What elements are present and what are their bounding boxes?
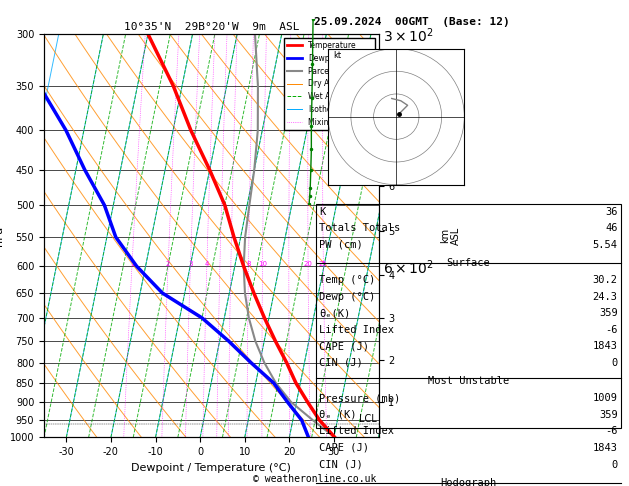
Text: CAPE (J): CAPE (J) [319,443,369,453]
X-axis label: Dewpoint / Temperature (°C): Dewpoint / Temperature (°C) [131,463,291,473]
Text: Totals Totals: Totals Totals [319,223,400,233]
Text: 1843: 1843 [593,341,618,351]
Text: Pressure (mb): Pressure (mb) [319,393,400,403]
Text: 46: 46 [605,223,618,233]
Text: 30.2: 30.2 [593,275,618,285]
Text: 25.09.2024  00GMT  (Base: 12): 25.09.2024 00GMT (Base: 12) [314,17,510,27]
Text: 359: 359 [599,410,618,420]
Text: 20: 20 [304,261,313,267]
Text: 0: 0 [611,460,618,469]
Text: PW (cm): PW (cm) [319,240,363,250]
Text: -6: -6 [605,325,618,335]
Text: Surface: Surface [447,258,490,268]
Text: 1: 1 [130,261,135,267]
Text: 4: 4 [204,261,209,267]
Text: θₑ(K): θₑ(K) [319,308,350,318]
Y-axis label: km
ASL: km ASL [440,226,461,245]
Text: CIN (J): CIN (J) [319,358,363,368]
Text: 1009: 1009 [593,393,618,403]
Text: Hodograph: Hodograph [440,478,496,486]
Text: 10: 10 [258,261,267,267]
Text: CAPE (J): CAPE (J) [319,341,369,351]
Text: K: K [319,207,325,217]
Text: Lifted Index: Lifted Index [319,426,394,436]
Text: -6: -6 [605,426,618,436]
Title: 10°35'N  29B°20'W  9m  ASL: 10°35'N 29B°20'W 9m ASL [123,22,299,32]
Text: Temp (°C): Temp (°C) [319,275,375,285]
Y-axis label: hPa: hPa [0,226,4,246]
Text: kt: kt [333,51,341,60]
Text: 5.54: 5.54 [593,240,618,250]
Text: © weatheronline.co.uk: © weatheronline.co.uk [253,473,376,484]
Text: 2: 2 [166,261,170,267]
Text: 36: 36 [605,207,618,217]
Legend: Temperature, Dewpoint, Parcel Trajectory, Dry Adiabat, Wet Adiabat, Isotherm, Mi: Temperature, Dewpoint, Parcel Trajectory… [284,38,375,130]
Text: 3: 3 [188,261,192,267]
Text: CIN (J): CIN (J) [319,460,363,469]
Text: 359: 359 [599,308,618,318]
Text: Dewp (°C): Dewp (°C) [319,292,375,301]
Text: θₑ (K): θₑ (K) [319,410,357,420]
Text: Lifted Index: Lifted Index [319,325,394,335]
Text: 8: 8 [247,261,251,267]
Text: 1843: 1843 [593,443,618,453]
Text: 25: 25 [319,261,328,267]
Text: Most Unstable: Most Unstable [428,377,509,386]
Text: LCL: LCL [359,414,376,424]
Text: 0: 0 [611,358,618,368]
Text: 24.3: 24.3 [593,292,618,301]
